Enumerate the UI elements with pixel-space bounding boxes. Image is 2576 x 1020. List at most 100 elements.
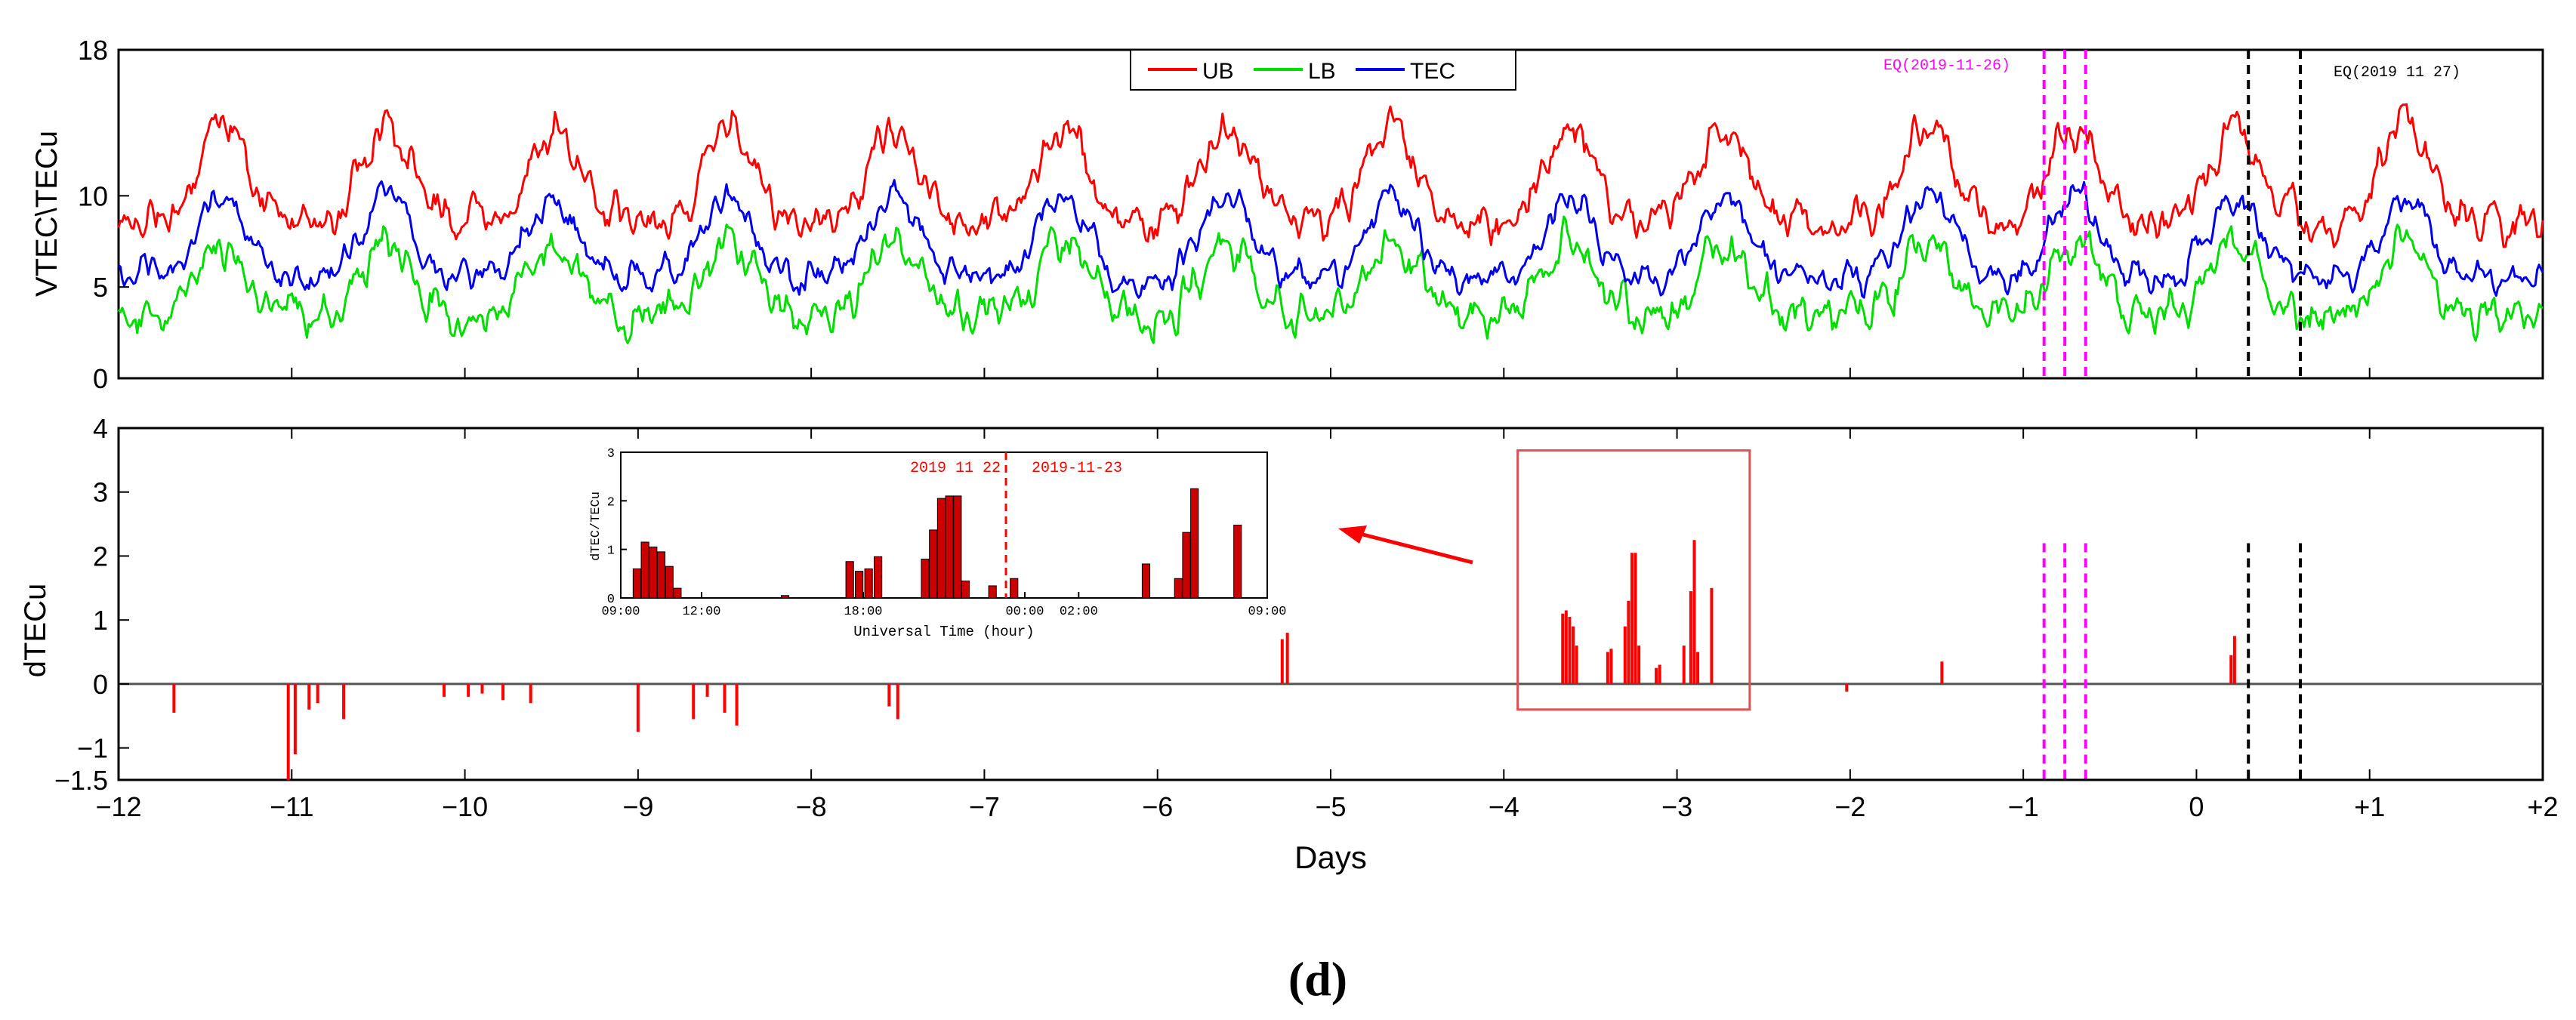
inset-x-tick-label: 12:00 [682,605,720,619]
bottom-x-tick-label: −12 [95,791,141,822]
inset-bar [1141,563,1151,599]
inset-x-tick-label: 09:00 [1248,605,1286,619]
inset-bar [953,495,962,599]
bottom-anomaly-bars [172,540,2236,780]
bottom-x-tick-label: −9 [622,791,653,822]
legend-lb-label: LB [1308,59,1336,84]
anomaly-bar [501,683,505,701]
series-line-tec [117,179,2544,299]
anomaly-bar [1845,683,1849,692]
inset-x-tick-label: 02:00 [1060,605,1098,619]
legend-tec-label: TEC [1410,59,1455,84]
anomaly-bar [286,683,290,780]
inset-bar [936,498,946,599]
anomaly-bar [692,683,696,720]
anomaly-bar [443,683,446,697]
bottom-y-tick-label: 0 [93,669,108,700]
series-line-lb [117,215,2544,344]
zoom-arrow [1347,528,1473,565]
anomaly-bar [1658,664,1661,684]
bottom-x-tick-label: −1 [2008,791,2039,822]
anomaly-bar [1623,626,1627,684]
bottom-plot-frame [117,427,2544,781]
inset-bar [874,556,883,599]
bottom-x-tick-label: −2 [1834,791,1865,822]
bottom-x-tick-label: −5 [1315,791,1346,822]
anomaly-bar [1280,639,1284,684]
bottom-x-tick-label: −8 [796,791,827,822]
inset-bar [864,568,873,599]
anomaly-bar [887,683,891,707]
anomaly-bar [316,683,319,704]
inset-bar [780,595,790,599]
inset-y-tick-label: 2 [607,495,615,510]
bottom-y-tick-label: 2 [93,541,108,572]
anomaly-bar [480,683,484,694]
bottom-event-lines [2042,543,2302,780]
inset-bar [673,587,682,599]
bottom-y-tick-label: 3 [93,477,108,508]
anomaly-bar [1634,553,1637,684]
inset-date-left: 2019 11 22 [910,460,1001,477]
annotation-eq-2019-11-27: EQ(2019 11 27) [2334,64,2460,82]
inset-bar [665,565,674,599]
inset-bar [1190,488,1199,599]
top-event-lines [2042,50,2302,378]
anomaly-bar [1689,591,1692,684]
anomaly-bar [1609,649,1613,684]
anomaly-bar [1940,661,1944,684]
top-y-tick-label: 5 [93,272,108,303]
anomaly-bar [1564,610,1568,684]
inset-bar [649,546,658,599]
anomaly-bar [1630,553,1634,684]
bottom-x-tick-label: −11 [270,791,313,822]
anomaly-bar [896,683,899,720]
anomaly-bar [1637,646,1641,684]
series-line-ub [117,103,2544,248]
inset-bar [921,559,930,599]
legend-ub-label: UB [1202,59,1234,84]
panel-label: (d) [1288,952,1347,1006]
inset-y-ticks: 0 1 2 3 [607,447,627,607]
highlight-box [1516,449,1751,711]
anomaly-bar [636,683,640,732]
bottom-y-tick-label: 1 [93,605,108,636]
inset-x-tick-label: 09:00 [601,605,640,619]
legend-box [1130,49,1516,91]
inset-y-tick-label: 1 [607,544,615,559]
anomaly-bar [1606,652,1609,684]
bottom-x-tick-label: −4 [1489,791,1519,822]
anomaly-bar [1682,646,1686,684]
inset-bar [929,529,938,599]
inset-bar [656,551,666,599]
bottom-x-tick-label: +1 [2354,791,2385,822]
anomaly-bar [172,683,176,713]
anomaly-bar [1692,540,1696,684]
top-panel: 0 5 10 18 VTEC\TECu EQ(2019-11-26) EQ(2019 … [30,35,2544,394]
bottom-x-tick-label: −3 [1661,791,1692,822]
bottom-y-tick-label: −1 [77,733,108,764]
inset-bar [1182,532,1191,599]
anomaly-bar [529,683,532,704]
top-y-tick-label: 10 [78,180,108,211]
anomaly-bar [1696,652,1700,684]
anomaly-bar [723,683,727,713]
anomaly-bar [735,683,739,726]
bottom-x-ticks: −12 −11 −10 −9 −8 −7 −6 −5 −4 −3 −2 −1 0 +1 +2 [95,368,2559,822]
inset-date-right: 2019-11-23 [1032,460,1122,477]
inset-x-tick-label: 18:00 [844,605,882,619]
inset-bar [988,585,997,599]
inset-bar [1174,578,1183,599]
anomaly-bar [467,683,470,697]
anomaly-bar [1561,613,1565,684]
top-y-tick-label: 0 [93,363,108,394]
anomaly-bar [1627,600,1630,684]
top-y-ticks: 0 5 10 18 [78,35,129,394]
inset-bar [855,571,864,599]
inset-x-axis-label: Universal Time (hour) [853,624,1034,640]
inset-bar [632,568,641,599]
top-y-axis-label: VTEC\TECu [30,131,63,297]
bottom-x-tick-label: +2 [2527,791,2558,822]
